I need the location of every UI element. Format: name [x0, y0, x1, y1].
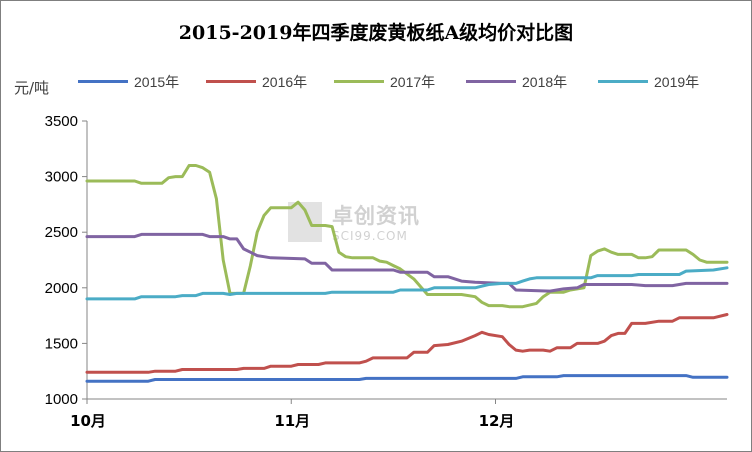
y-tick-label: 2000 — [45, 280, 78, 297]
y-tick-label: 2500 — [45, 224, 78, 241]
y-tick-label: 1000 — [45, 391, 78, 408]
axes-layer: 1000 1500 2000 2500 3000 3500 10月 11月 12月 — [45, 113, 727, 430]
legend-swatch-2018 — [466, 80, 516, 83]
legend-label-2015: 2015年 — [134, 74, 180, 90]
x-tick-label: 12月 — [479, 412, 515, 430]
legend-swatch-2016 — [206, 80, 256, 83]
chart-title: 2015-2019年四季度废黄板纸A级均价对比图 — [178, 22, 574, 44]
series-layer — [85, 164, 729, 383]
legend-label-2017: 2017年 — [390, 74, 436, 90]
legend-swatch-2015 — [78, 80, 128, 83]
series-line-2016 — [85, 313, 729, 374]
legend-label-2019: 2019年 — [654, 74, 700, 90]
legend-swatch-2019 — [598, 80, 648, 83]
y-tick-label: 3500 — [45, 113, 78, 130]
y-tick-label: 1500 — [45, 335, 78, 352]
series-line-2019 — [85, 266, 729, 301]
x-tick-label: 11月 — [274, 412, 310, 430]
legend-label-2018: 2018年 — [522, 74, 568, 90]
watermark-subtext: SCI99.COM — [332, 229, 408, 243]
legend-label-2016: 2016年 — [262, 74, 308, 90]
x-tick-label: 10月 — [70, 412, 106, 430]
series-line-2017 — [85, 164, 729, 309]
series-line-2015 — [85, 374, 729, 383]
watermark-logo: 卓创资讯 SCI99.COM — [288, 198, 468, 248]
watermark-text: 卓创资讯 — [332, 204, 420, 228]
y-axis-unit-label: 元/吨 — [14, 79, 50, 97]
series-line-2018 — [85, 232, 729, 293]
y-tick-label: 3000 — [45, 169, 78, 186]
legend-swatch-2017 — [334, 80, 384, 83]
